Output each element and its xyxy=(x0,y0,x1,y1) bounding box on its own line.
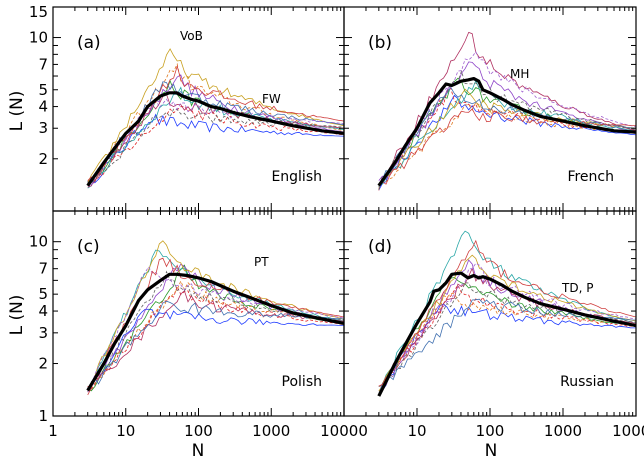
ticks-c xyxy=(52,210,345,417)
y-tick-label-c-2: 2 xyxy=(38,355,48,373)
language-label-b: French xyxy=(567,169,614,185)
x-tick-label-d-10000: 10000 xyxy=(612,422,644,440)
series-c-6 xyxy=(87,249,344,390)
x-tick-label-c-10000: 10000 xyxy=(320,422,368,440)
y-tick-label-a-4: 4 xyxy=(38,98,48,116)
y-tick-label-c-5: 5 xyxy=(38,285,48,303)
y-tick-label-c-7: 7 xyxy=(38,260,48,278)
x-axis-title-right: N xyxy=(485,441,498,461)
y-tick-label-a-10: 10 xyxy=(29,29,48,47)
series-c-12 xyxy=(87,257,344,396)
annotation-a-annotation: FW xyxy=(262,92,281,106)
y-tick-label-a-15: 15 xyxy=(29,3,48,21)
series-a-12 xyxy=(87,64,344,182)
series-b-11 xyxy=(378,50,636,185)
x-tick-label-c-1: 1 xyxy=(48,422,58,440)
language-label-c: Polish xyxy=(282,374,322,390)
series-d-1 xyxy=(378,303,636,394)
y-tick-label-a-3: 3 xyxy=(38,119,48,137)
series-b-5 xyxy=(378,101,636,189)
annotation-d-annotation: TD, P xyxy=(561,281,593,295)
series-d-2 xyxy=(378,284,636,394)
series-b-4 xyxy=(378,61,636,181)
x-tick-label-c-10: 10 xyxy=(116,422,135,440)
series-b-10 xyxy=(378,86,636,188)
y-tick-label-a-7: 7 xyxy=(38,55,48,73)
series-b-9 xyxy=(378,88,636,187)
series-c-2 xyxy=(87,285,344,391)
y-axis-title-bottom: L (N) xyxy=(7,295,27,336)
panel-tag-c: (c) xyxy=(77,237,100,257)
y-tick-label-a-5: 5 xyxy=(38,81,48,99)
series-c-11 xyxy=(87,266,344,393)
series-d-5 xyxy=(378,293,636,395)
plot-area-b xyxy=(377,31,636,191)
x-tick-label-d-100: 100 xyxy=(476,422,505,440)
language-label-d: Russian xyxy=(560,374,614,390)
annotation-b-annotation: MH xyxy=(510,67,529,81)
annotation-c-annotation: PT xyxy=(254,255,269,269)
plot-area-d xyxy=(377,230,636,397)
x-tick-label-c-1000: 1000 xyxy=(252,422,290,440)
panel-b: (b) French xyxy=(343,6,637,212)
series-d-3 xyxy=(378,276,636,395)
mean-curve-d xyxy=(377,271,636,397)
y-tick-label-a-2: 2 xyxy=(38,150,48,168)
y-tick-label-c-4: 4 xyxy=(38,302,48,320)
y-tick-label-c-3: 3 xyxy=(38,324,48,342)
y-tick-label-c-1: 1 xyxy=(38,407,48,425)
series-c-7 xyxy=(87,290,344,390)
plot-area-a xyxy=(86,48,344,189)
annotation-a-annotation2: VoB xyxy=(180,29,203,43)
series-a-5 xyxy=(87,62,344,186)
plot-area-c xyxy=(86,240,344,396)
ticks-d xyxy=(343,210,637,417)
panel-c: (c) Polish xyxy=(52,210,345,417)
series-d-12 xyxy=(378,239,636,387)
panel-d: (d) Russian xyxy=(343,210,637,417)
x-tick-label-d-1000: 1000 xyxy=(544,422,582,440)
series-c-8 xyxy=(87,270,344,392)
x-tick-label-d-10: 10 xyxy=(407,422,426,440)
panel-tag-a: (a) xyxy=(77,33,101,53)
series-a-8 xyxy=(87,108,344,183)
series-a-1 xyxy=(87,113,344,184)
panel-tag-b: (b) xyxy=(368,33,392,53)
mean-curve-a xyxy=(86,91,344,187)
x-tick-label-c-100: 100 xyxy=(184,422,213,440)
x-axis-title-left: N xyxy=(192,441,205,461)
series-b-12 xyxy=(378,108,636,185)
mean-curve-b xyxy=(377,76,636,187)
series-c-1 xyxy=(87,308,344,391)
mean-curve-c xyxy=(86,272,344,392)
series-d-8 xyxy=(378,282,636,388)
y-axis-title-top: L (N) xyxy=(7,91,27,132)
series-a-9 xyxy=(87,48,344,184)
series-b-7 xyxy=(378,31,636,185)
y-tick-label-c-10: 10 xyxy=(29,233,48,251)
language-label-a: English xyxy=(271,169,322,185)
panel-tag-d: (d) xyxy=(368,237,392,257)
